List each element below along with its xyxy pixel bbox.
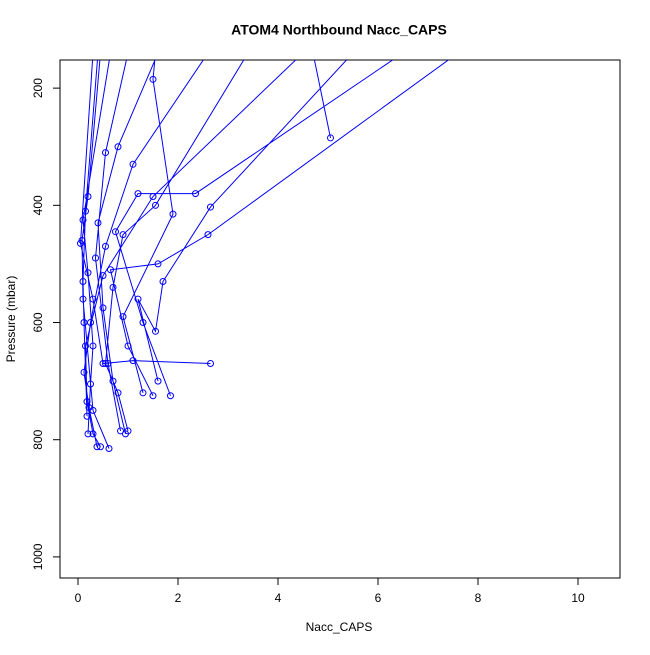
- data-point: [149, 75, 157, 83]
- data-point: [97, 443, 104, 451]
- data-point: [79, 216, 87, 224]
- data-point: [84, 430, 92, 438]
- data-point: [93, 443, 101, 451]
- data-point: [122, 430, 129, 438]
- data-point: [94, 219, 102, 227]
- data-point: [119, 231, 127, 239]
- data-point: [82, 342, 89, 350]
- data-point: [134, 295, 142, 303]
- data-point: [169, 210, 177, 218]
- y-tick-label: 800: [31, 429, 45, 449]
- data-point: [105, 445, 113, 452]
- data-point: [83, 398, 91, 406]
- data-point: [114, 143, 122, 151]
- y-tick-label: 200: [31, 78, 45, 98]
- data-point: [139, 389, 147, 397]
- data-point: [99, 304, 107, 312]
- data-point: [204, 231, 212, 239]
- data-point: [109, 377, 117, 385]
- data-point: [102, 360, 109, 368]
- data-point: [117, 427, 124, 435]
- data-point: [139, 319, 147, 327]
- data-point: [114, 389, 122, 397]
- x-tick-label: 8: [475, 591, 482, 605]
- data-point: [87, 380, 94, 388]
- data-point: [109, 283, 117, 291]
- x-tick-label: 6: [375, 591, 382, 605]
- data-point: [192, 190, 199, 198]
- data-point: [102, 149, 109, 157]
- data-point: [99, 360, 107, 368]
- data-point: [327, 134, 334, 142]
- x-tick-label: 4: [275, 591, 282, 605]
- data-point: [134, 190, 142, 198]
- data-point: [79, 295, 87, 303]
- y-axis-label: Pressure (mbar): [4, 276, 18, 363]
- data-line: [79, 60, 450, 449]
- data-point: [154, 260, 162, 268]
- data-point: [89, 406, 97, 414]
- data-point: [112, 228, 119, 236]
- y-tick-label: 400: [31, 195, 45, 215]
- data-point: [129, 357, 137, 365]
- data-point: [82, 207, 89, 215]
- x-tick-label: 10: [571, 591, 585, 605]
- data-point: [89, 295, 97, 303]
- data-point: [83, 412, 91, 420]
- data-point: [104, 360, 112, 368]
- data-point: [152, 201, 159, 209]
- x-axis-label: Nacc_CAPS: [306, 620, 373, 634]
- data-point: [80, 368, 88, 376]
- data-point: [92, 254, 99, 262]
- y-tick-label: 1000: [31, 543, 45, 570]
- data-point: [124, 342, 132, 350]
- data-point: [77, 239, 84, 247]
- data-point: [167, 392, 174, 400]
- data-point: [102, 242, 109, 250]
- plot-area: [77, 60, 450, 452]
- data-point: [159, 277, 167, 285]
- x-tick-label: 0: [75, 591, 82, 605]
- data-point: [129, 160, 137, 168]
- data-point: [152, 327, 159, 335]
- data-point: [84, 269, 92, 277]
- y-tick-label: 600: [31, 312, 45, 332]
- chart-title: ATOM4 Northbound Nacc_CAPS: [231, 22, 447, 38]
- data-point: [89, 342, 97, 350]
- data-point: [207, 203, 214, 211]
- data-point: [80, 319, 88, 327]
- data-point: [149, 193, 157, 201]
- data-point: [119, 313, 127, 321]
- data-point: [99, 272, 107, 280]
- data-point: [149, 392, 157, 400]
- data-point: [207, 360, 214, 368]
- data-point: [154, 377, 162, 385]
- data-point: [89, 430, 97, 438]
- data-point: [107, 266, 114, 274]
- x-tick-label: 2: [175, 591, 182, 605]
- data-point: [84, 193, 92, 201]
- data-point: [79, 277, 87, 285]
